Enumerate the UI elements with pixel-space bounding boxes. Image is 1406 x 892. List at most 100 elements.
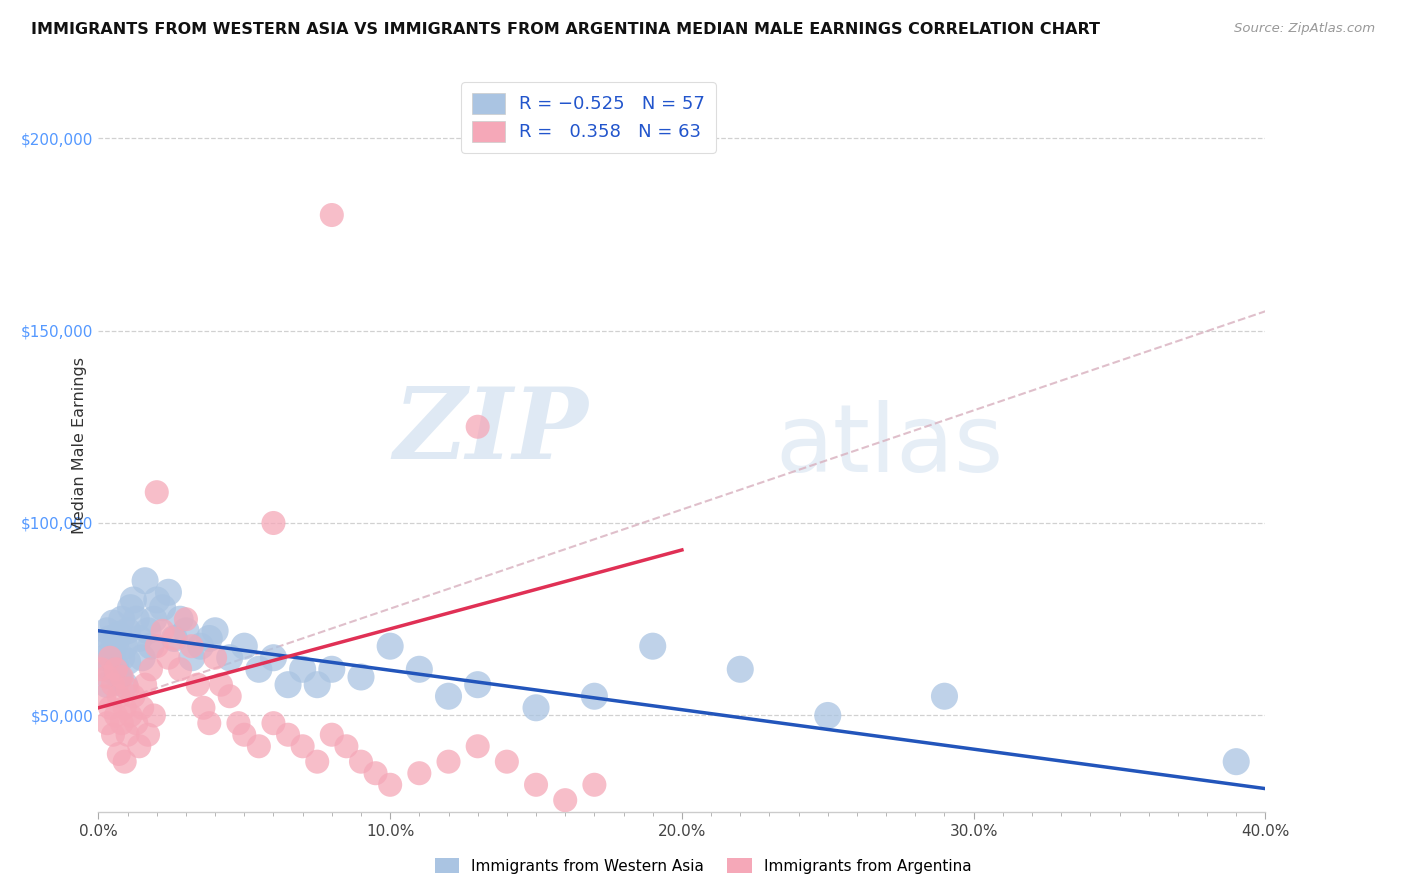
- Point: [157, 585, 180, 599]
- Point: [247, 662, 270, 676]
- Point: [122, 690, 145, 704]
- Point: [104, 635, 127, 649]
- Point: [554, 793, 576, 807]
- Point: [104, 662, 127, 676]
- Point: [120, 600, 142, 615]
- Point: [817, 708, 839, 723]
- Point: [128, 632, 150, 646]
- Point: [321, 208, 343, 222]
- Point: [934, 690, 956, 704]
- Point: [146, 639, 169, 653]
- Point: [218, 650, 240, 665]
- Point: [125, 716, 148, 731]
- Point: [233, 728, 256, 742]
- Point: [104, 708, 127, 723]
- Point: [142, 612, 165, 626]
- Point: [218, 690, 240, 704]
- Point: [104, 658, 127, 673]
- Point: [152, 624, 174, 638]
- Point: [117, 655, 139, 669]
- Point: [131, 700, 153, 714]
- Point: [262, 716, 284, 731]
- Point: [111, 612, 134, 626]
- Point: [146, 485, 169, 500]
- Point: [139, 639, 162, 653]
- Point: [114, 755, 136, 769]
- Point: [108, 627, 131, 641]
- Point: [111, 670, 134, 684]
- Point: [524, 778, 547, 792]
- Point: [117, 728, 139, 742]
- Point: [96, 624, 118, 638]
- Point: [321, 728, 343, 742]
- Point: [180, 639, 202, 653]
- Point: [96, 678, 118, 692]
- Point: [467, 419, 489, 434]
- Point: [163, 632, 186, 646]
- Point: [307, 678, 329, 692]
- Point: [262, 650, 284, 665]
- Point: [180, 650, 202, 665]
- Point: [1225, 755, 1247, 769]
- Point: [117, 624, 139, 638]
- Point: [163, 632, 186, 646]
- Point: [321, 662, 343, 676]
- Point: [125, 612, 148, 626]
- Point: [114, 678, 136, 692]
- Point: [209, 678, 232, 692]
- Text: Source: ZipAtlas.com: Source: ZipAtlas.com: [1234, 22, 1375, 36]
- Point: [114, 700, 136, 714]
- Point: [467, 739, 489, 754]
- Point: [139, 662, 162, 676]
- Point: [122, 593, 145, 607]
- Point: [111, 650, 134, 665]
- Point: [437, 690, 460, 704]
- Point: [262, 516, 284, 530]
- Point: [583, 778, 606, 792]
- Point: [108, 747, 131, 761]
- Point: [108, 690, 131, 704]
- Point: [93, 690, 115, 704]
- Point: [142, 708, 165, 723]
- Point: [120, 708, 142, 723]
- Point: [190, 639, 212, 653]
- Point: [114, 639, 136, 653]
- Point: [277, 728, 299, 742]
- Point: [157, 650, 180, 665]
- Point: [198, 716, 221, 731]
- Point: [204, 650, 226, 665]
- Point: [193, 700, 215, 714]
- Point: [128, 739, 150, 754]
- Text: atlas: atlas: [775, 400, 1004, 492]
- Point: [98, 650, 121, 665]
- Point: [111, 716, 134, 731]
- Point: [291, 739, 314, 754]
- Point: [134, 678, 156, 692]
- Point: [730, 662, 752, 676]
- Point: [101, 643, 124, 657]
- Point: [204, 624, 226, 638]
- Point: [98, 700, 121, 714]
- Point: [350, 755, 373, 769]
- Legend: Immigrants from Western Asia, Immigrants from Argentina: Immigrants from Western Asia, Immigrants…: [429, 852, 977, 880]
- Point: [101, 678, 124, 692]
- Point: [380, 778, 402, 792]
- Point: [408, 766, 430, 780]
- Point: [136, 624, 159, 638]
- Point: [134, 574, 156, 588]
- Point: [228, 716, 250, 731]
- Point: [174, 624, 197, 638]
- Text: IMMIGRANTS FROM WESTERN ASIA VS IMMIGRANTS FROM ARGENTINA MEDIAN MALE EARNINGS C: IMMIGRANTS FROM WESTERN ASIA VS IMMIGRAN…: [31, 22, 1099, 37]
- Point: [98, 632, 121, 646]
- Point: [93, 650, 115, 665]
- Point: [198, 632, 221, 646]
- Point: [583, 690, 606, 704]
- Point: [437, 755, 460, 769]
- Point: [641, 639, 664, 653]
- Point: [131, 650, 153, 665]
- Point: [90, 662, 112, 676]
- Point: [169, 662, 191, 676]
- Point: [96, 670, 118, 684]
- Point: [380, 639, 402, 653]
- Point: [101, 616, 124, 631]
